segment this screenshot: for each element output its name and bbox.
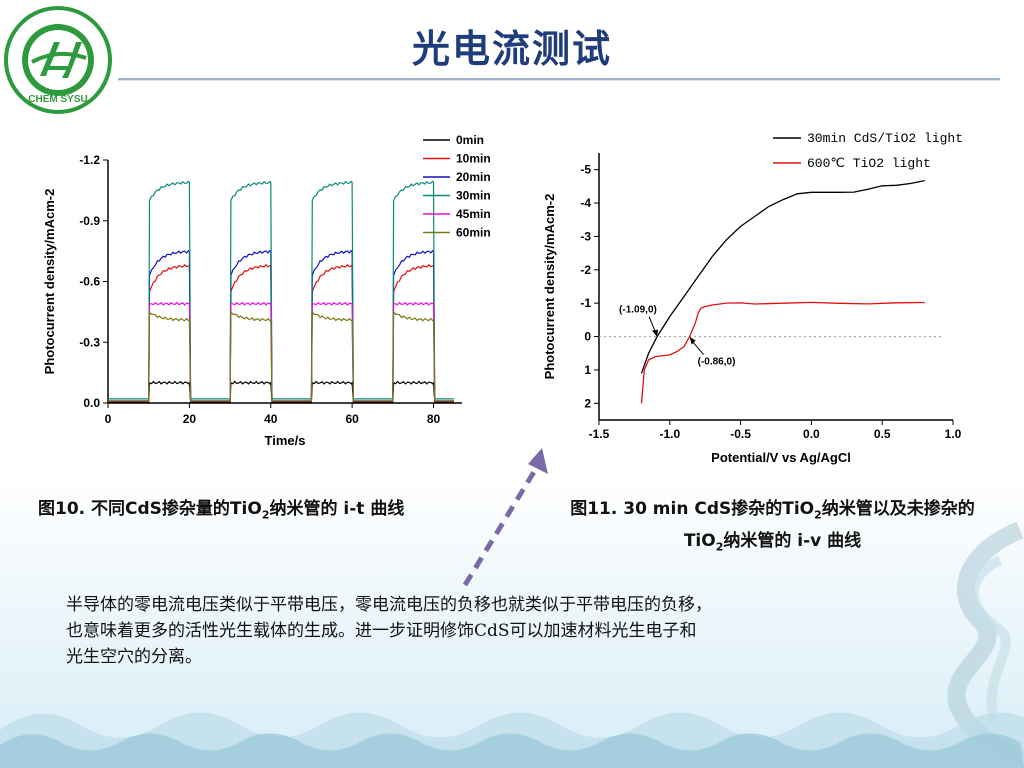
fig10-caption-subscript: 2 [261,508,270,522]
annotation-arrowhead [652,329,659,337]
annotation-arrowhead [689,336,696,345]
series-line [640,179,925,374]
x-tick-label: 1.0 [945,427,962,441]
annotation-label: (-1.09,0) [619,305,657,316]
logo-subtext: CHEM SYSU [28,94,87,105]
legend-label: 10min [456,152,491,166]
legend-label: 600℃ TiO2 light [807,156,931,171]
x-tick-label: 80 [427,412,441,426]
series-line [640,301,925,404]
x-tick-label: 0 [105,412,112,426]
dashed-pointer-arrow [462,448,548,587]
legend-label: 60min [456,226,491,240]
legend-label: 45min [456,207,491,221]
fig10-caption-prefix: 图10. 不同CdS掺杂量的TiO [38,499,262,519]
x-tick-label: -0.5 [730,427,751,441]
x-tick-label: 60 [345,412,359,426]
fig11-caption-line1-suffix: 纳米管以及未掺杂的 [821,499,975,519]
y-axis-label: Photocurrent density/mAcm-2 [42,189,57,375]
y-tick-label: 1 [584,363,591,377]
figure11-caption: 图11. 30 min CdS掺杂的TiO2纳米管以及未掺杂的 TiO2纳米管的… [525,496,1020,561]
series-line-60min [108,310,454,402]
conclusion-line-2: 也意味着更多的活性光生载体的生成。进一步证明修饰CdS可以加速材料光生电子和 [66,621,697,641]
annotation-label: (-0.86,0) [698,357,736,368]
x-tick-label: 0.5 [874,427,891,441]
x-tick-label: -1.5 [589,427,610,441]
legend-label: 20min [456,170,491,184]
fig11-caption-line2-prefix: TiO [683,531,716,552]
y-tick-label: 2 [584,396,591,410]
y-tick-label: -2 [580,263,591,277]
it-curve-chart: -1.2 -0.9 -0.6 -0.3 0.0 0 20 40 60 80 Time/s Photoc… [42,133,491,448]
title-divider [118,78,1000,81]
y-tick-label: -3 [580,229,591,243]
x-tick-label: -1.0 [659,427,680,441]
annotation-arrow [691,340,705,355]
fig11-caption-line2-suffix: 纳米管的 i-v 曲线 [723,531,862,552]
fig11-caption-line1-prefix: 图11. 30 min CdS掺杂的TiO [570,499,815,519]
y-tick-label: -1.2 [79,153,100,167]
conclusion-text: 半导体的零电流电压类似于平带电压，零电流电压的负移也就类似于平带电压的负移， 也… [66,592,966,670]
y-tick-label: -0.9 [79,214,100,228]
x-axis-label: Time/s [265,433,306,448]
x-tick-label: 40 [264,412,278,426]
legend-label: 30min [456,189,491,203]
legend-label: 0min [456,133,484,147]
series-line-10min [108,263,454,402]
university-logo: CHEM SYSU [4,6,112,114]
y-tick-label: -0.6 [79,275,100,289]
iv-curve-chart: -5 -4 -3 -2 -1 0 1 2 -1.5 -1.0 -0.5 0.0 0.5 1.0 Potent… [542,131,963,465]
y-tick-label: -1 [580,296,591,310]
wave-decoration [0,712,1024,768]
conclusion-line-1: 半导体的零电流电压类似于平带电压，零电流电压的负移也就类似于平带电压的负移， [66,595,712,615]
y-tick-label: -5 [580,163,591,177]
series-line-20min [108,249,454,402]
series-line-0min [108,380,454,403]
y-tick-label: -4 [580,196,591,210]
y-axis-label: Photocurrent density/mAcm-2 [542,194,557,380]
y-tick-label: -0.3 [79,335,100,349]
fig11-caption-line1-subscript: 2 [814,508,822,522]
figure10-caption: 图10. 不同CdS掺杂量的TiO2纳米管的 i-t 曲线 [38,496,508,528]
slide-title: 光电流测试 [411,27,612,71]
conclusion-line-3: 光生空穴的分离。 [66,647,202,667]
y-tick-label: 0.0 [83,396,100,410]
x-tick-label: 20 [183,412,197,426]
series-line-30min [108,180,454,400]
x-axis-label: Potential/V vs Ag/AgCl [711,450,851,465]
legend-label: 30min CdS/TiO2 light [807,131,963,146]
fig10-caption-suffix: 纳米管的 i-t 曲线 [269,499,405,519]
fig11-caption-line2-subscript: 2 [715,540,724,554]
y-tick-label: 0 [584,330,591,344]
x-tick-label: 0.0 [803,427,820,441]
